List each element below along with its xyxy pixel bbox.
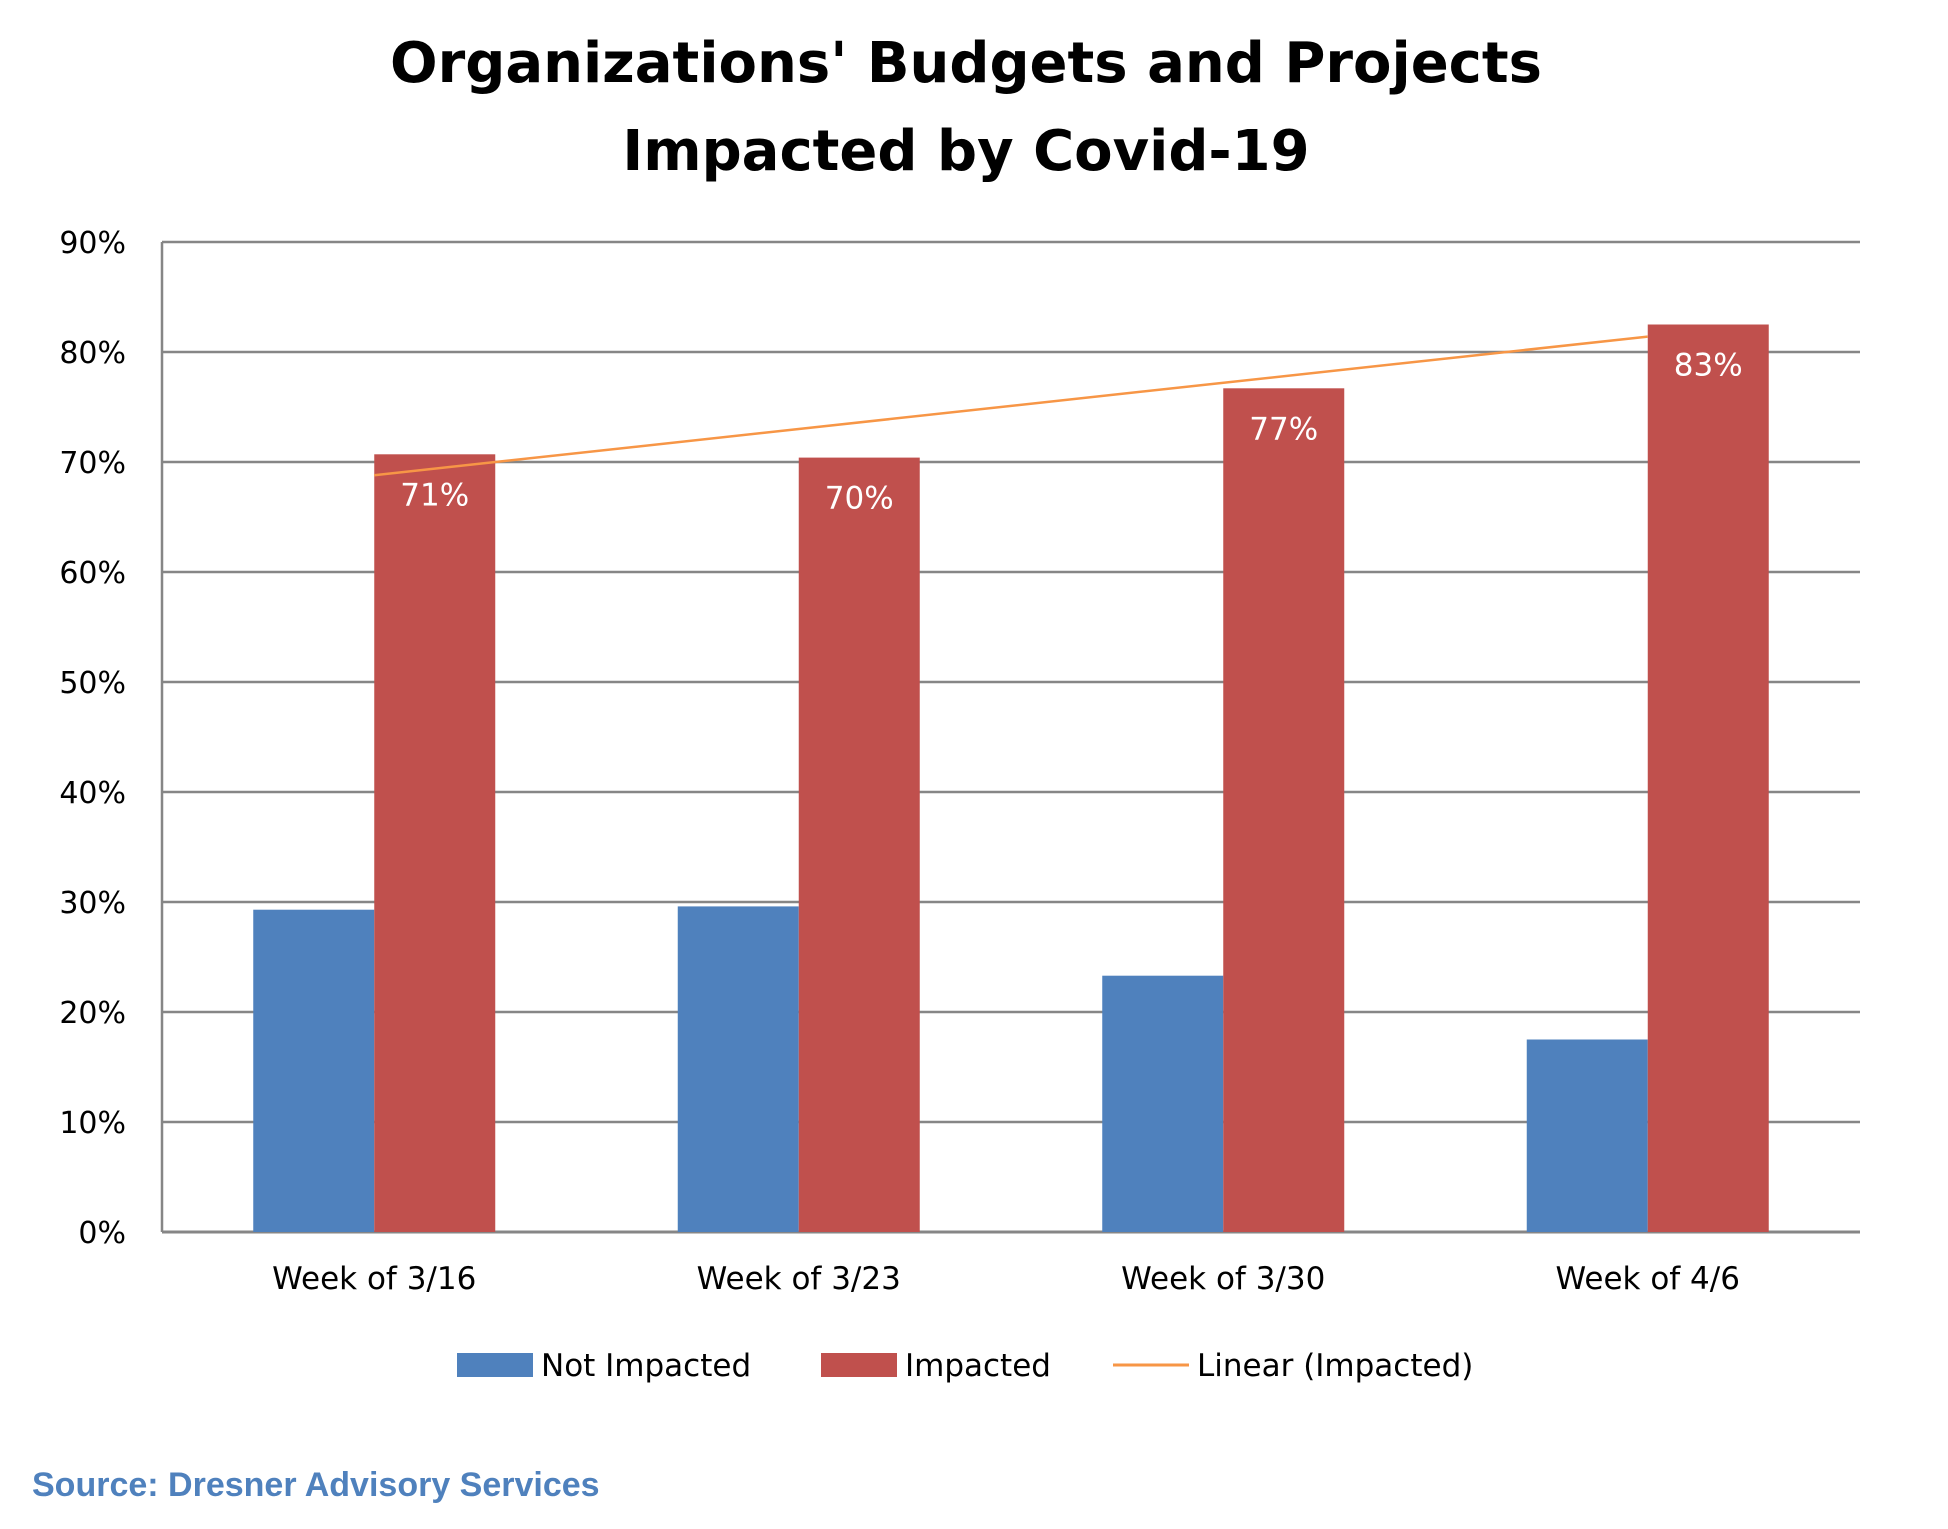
trendline-group — [374, 335, 1648, 477]
data-labels: 71% 70% 77% 83% — [400, 348, 1742, 517]
bar-not-impacted — [1102, 975, 1224, 1232]
y-tick-label: 30% — [59, 886, 126, 921]
y-tick-label: 70% — [59, 446, 126, 481]
legend-swatch-not-impacted — [457, 1353, 533, 1377]
data-label: 77% — [1249, 411, 1318, 447]
bar-impacted — [374, 454, 496, 1232]
legend-label-not-impacted: Not Impacted — [541, 1348, 751, 1384]
legend-swatch-impacted — [821, 1353, 897, 1377]
bar-not-impacted — [677, 906, 799, 1232]
y-tick-label: 20% — [59, 996, 126, 1031]
x-tick-label: Week of 3/16 — [272, 1261, 476, 1297]
legend-label-linear-impacted-: Linear (Impacted) — [1197, 1348, 1473, 1384]
legend-label-impacted: Impacted — [905, 1348, 1051, 1384]
chart-title: Organizations' Budgets and Projects Impac… — [390, 31, 1542, 184]
data-label: 70% — [825, 481, 894, 517]
x-axis-tick-labels: Week of 3/16 Week of 3/23 Week of 3/30 Week… — [272, 1261, 1740, 1297]
bar-impacted — [1223, 388, 1345, 1232]
y-tick-label: 90% — [59, 226, 126, 261]
y-tick-label: 10% — [59, 1106, 126, 1141]
x-tick-label: Week of 4/6 — [1556, 1261, 1740, 1297]
trendline — [374, 335, 1648, 477]
y-tick-label: 0% — [78, 1216, 126, 1251]
bar-not-impacted — [253, 909, 375, 1232]
chart-title-line: Impacted by Covid-19 — [622, 119, 1309, 184]
legend: Not Impacted Impacted Linear (Impacted) — [457, 1348, 1473, 1384]
y-tick-label: 40% — [59, 776, 126, 811]
y-tick-label: 80% — [59, 336, 126, 371]
bar-impacted — [798, 457, 920, 1233]
bar-not-impacted — [1526, 1039, 1648, 1232]
y-tick-label: 60% — [59, 556, 126, 591]
bars — [253, 324, 1769, 1233]
data-label: 71% — [400, 477, 469, 513]
x-tick-label: Week of 3/23 — [697, 1261, 901, 1297]
y-tick-label: 50% — [59, 666, 126, 701]
y-axis-tick-labels: 0% 10% 20% 30% 40% 50% 60% 70% 80% 90% — [59, 226, 126, 1251]
chart-title-line: Organizations' Budgets and Projects — [390, 31, 1542, 96]
data-label: 83% — [1674, 348, 1743, 384]
x-tick-label: Week of 3/30 — [1121, 1261, 1325, 1297]
source-note: Source: Dresner Advisory Services — [32, 1466, 600, 1504]
bar-impacted — [1647, 324, 1769, 1232]
